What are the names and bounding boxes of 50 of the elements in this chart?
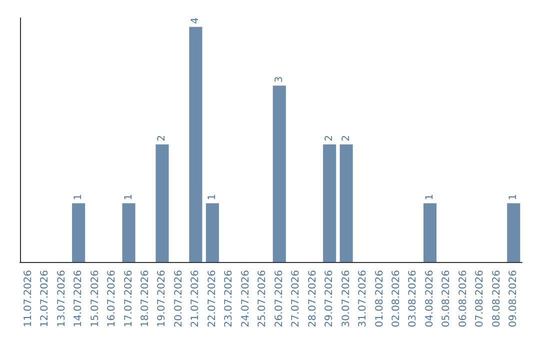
bar: [156, 144, 169, 262]
x-tick-label: 23.07.2026: [224, 270, 235, 328]
x-tick-label: 25.07.2026: [257, 270, 268, 328]
data-label: 2: [156, 135, 168, 142]
x-tick-label: 19.07.2026: [156, 270, 168, 328]
x-tick-label: 08.08.2026: [491, 270, 502, 328]
x-tick-label: 11.07.2026: [22, 270, 34, 328]
x-tick-label: 27.07.2026: [290, 270, 302, 328]
x-tick-label: 28.07.2026: [307, 270, 318, 328]
x-tick-label: 06.08.2026: [458, 270, 469, 328]
x-tick-label: 02.08.2026: [391, 270, 402, 328]
x-tick-label: 17.07.2026: [123, 270, 134, 328]
data-label: 1: [123, 194, 134, 200]
x-tick-label: 14.07.2026: [73, 270, 84, 328]
x-tick-label: 18.07.2026: [140, 270, 151, 328]
x-tick-label: 31.07.2026: [358, 270, 369, 328]
bar: [323, 144, 336, 262]
x-tick-label: 21.07.2026: [190, 270, 202, 328]
x-tick-label: 05.08.2026: [441, 270, 452, 328]
x-tick-label: 09.08.2026: [508, 270, 520, 328]
data-label: 1: [206, 194, 218, 200]
data-label: 4: [190, 17, 202, 24]
bar: [206, 203, 219, 262]
bar: [189, 26, 202, 262]
data-label: 1: [508, 194, 520, 200]
bar: [507, 203, 520, 262]
x-tick-label: 07.08.2026: [474, 270, 486, 328]
data-label: 2: [340, 135, 352, 142]
x-tick-label: 15.07.2026: [90, 270, 101, 328]
x-tick-label: 20.07.2026: [173, 270, 184, 328]
x-tick-label: 16.07.2026: [106, 270, 118, 328]
x-tick-label: 03.08.2026: [408, 270, 419, 328]
bar: [72, 203, 86, 262]
x-tick-label: 22.07.2026: [206, 270, 218, 328]
x-tick-label: 26.07.2026: [274, 270, 285, 328]
bar: [340, 144, 353, 262]
data-label: 1: [424, 194, 436, 200]
data-label: 3: [274, 76, 285, 83]
x-tick-label: 04.08.2026: [424, 270, 436, 328]
bar: [423, 203, 436, 262]
data-label: 2: [324, 135, 336, 142]
data-label: 1: [73, 194, 84, 200]
x-tick-label: 13.07.2026: [56, 270, 68, 328]
x-tick-label: 01.08.2026: [374, 270, 386, 328]
x-tick-label: 12.07.2026: [40, 270, 51, 328]
bar: [122, 203, 136, 262]
x-tick-label: 30.07.2026: [340, 270, 352, 328]
x-tick-label: 24.07.2026: [240, 270, 252, 328]
x-tick-label: 29.07.2026: [324, 270, 336, 328]
bar: [272, 86, 286, 262]
